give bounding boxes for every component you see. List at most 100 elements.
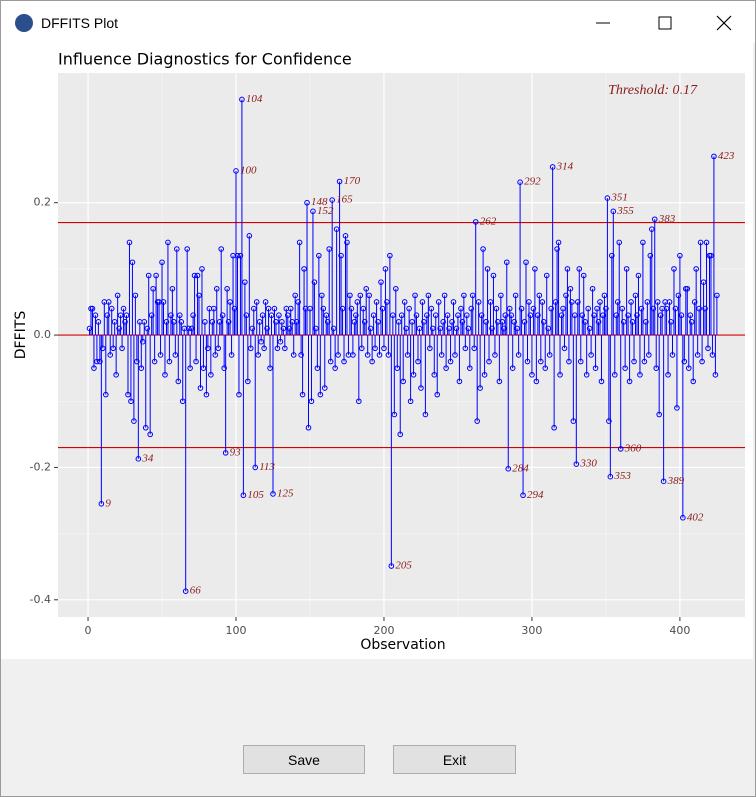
point	[114, 292, 121, 299]
point	[631, 358, 637, 365]
point	[310, 208, 316, 215]
point	[566, 358, 572, 365]
point-label: 314	[556, 161, 574, 173]
point	[680, 514, 686, 521]
point-label: 9	[105, 497, 111, 509]
point	[603, 305, 609, 312]
point	[685, 365, 692, 371]
point	[126, 239, 133, 246]
point	[350, 352, 356, 358]
point	[98, 501, 105, 507]
point	[589, 285, 596, 292]
point	[394, 365, 401, 371]
point	[712, 371, 719, 378]
point	[484, 266, 491, 272]
point	[202, 319, 208, 325]
point	[366, 292, 372, 299]
point	[225, 319, 232, 325]
point	[205, 345, 211, 352]
point	[560, 305, 566, 312]
point	[592, 365, 599, 371]
point	[163, 319, 170, 325]
point	[243, 312, 250, 319]
point-label: 66	[190, 585, 202, 597]
point	[617, 446, 624, 452]
point	[561, 345, 568, 352]
point	[503, 259, 510, 266]
maximize-button[interactable]	[655, 13, 675, 33]
point	[406, 305, 412, 312]
point	[111, 319, 118, 325]
point	[570, 418, 577, 424]
point	[323, 312, 330, 319]
point	[301, 266, 307, 272]
point-label: 360	[624, 442, 642, 454]
minimize-button[interactable]	[593, 13, 613, 33]
point	[259, 312, 266, 319]
point	[613, 312, 620, 319]
point	[663, 305, 670, 312]
point	[622, 365, 628, 371]
point	[335, 352, 341, 358]
point	[654, 299, 661, 305]
point	[231, 305, 238, 312]
point	[142, 424, 149, 431]
point	[475, 299, 482, 305]
point	[344, 239, 350, 246]
point	[299, 391, 306, 398]
point	[428, 305, 435, 312]
point	[635, 272, 642, 279]
point	[696, 305, 702, 312]
point	[481, 371, 488, 378]
point	[197, 385, 204, 391]
point	[572, 312, 578, 319]
point	[358, 345, 365, 352]
exit-button[interactable]: Exit	[393, 745, 516, 774]
point	[462, 345, 469, 352]
close-button[interactable]	[714, 13, 734, 33]
point	[268, 312, 275, 319]
point	[694, 352, 701, 358]
point	[616, 239, 623, 246]
point	[185, 325, 192, 332]
point	[424, 312, 430, 319]
point	[693, 266, 699, 272]
point	[150, 285, 156, 292]
save-button[interactable]: Save	[243, 745, 365, 774]
point	[591, 312, 597, 319]
point	[563, 292, 569, 299]
x-tick-label: 200	[373, 624, 394, 637]
point	[532, 266, 538, 272]
point-label: 34	[141, 452, 154, 464]
point	[329, 197, 335, 203]
point	[506, 305, 513, 312]
point	[583, 371, 590, 378]
point	[400, 378, 407, 385]
point	[290, 352, 297, 358]
point	[307, 305, 313, 312]
point	[588, 352, 594, 358]
point	[620, 319, 627, 325]
point	[505, 465, 512, 472]
point	[119, 345, 125, 352]
point	[609, 252, 615, 259]
point	[200, 365, 207, 371]
y-tick-label: -0.2	[30, 460, 51, 473]
point	[277, 338, 284, 345]
point	[381, 345, 387, 352]
point	[213, 285, 220, 292]
point	[447, 358, 454, 365]
point	[228, 352, 235, 358]
point	[708, 252, 714, 259]
y-tick-label: 0.0	[34, 328, 52, 341]
point	[582, 319, 588, 325]
point	[339, 305, 346, 312]
point	[384, 299, 390, 305]
point	[270, 491, 276, 497]
point	[218, 246, 225, 252]
point	[456, 378, 463, 385]
point	[219, 312, 226, 319]
point	[162, 371, 168, 378]
point	[450, 299, 457, 305]
point-label: 205	[395, 560, 412, 572]
